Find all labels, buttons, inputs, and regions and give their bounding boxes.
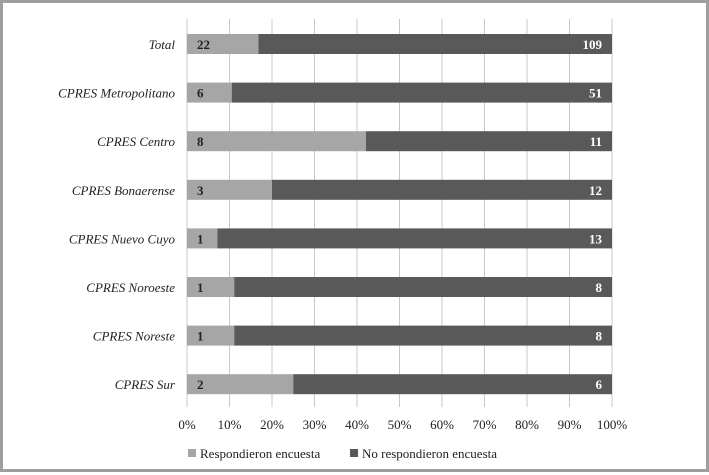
bar-segment [365, 131, 612, 152]
category-label: CPRES Centro [97, 134, 175, 149]
data-label: 22 [197, 37, 210, 52]
category-label: CPRES Metropolitano [58, 86, 175, 101]
category-label: CPRES Nuevo Cuyo [69, 231, 176, 246]
bar-segment [187, 179, 272, 200]
bar-segment [217, 228, 612, 249]
bar-segment [234, 277, 612, 297]
gridlines [186, 19, 613, 407]
data-label: 6 [197, 86, 204, 101]
data-label: 1 [197, 231, 204, 246]
x-tick-label: 50% [388, 417, 412, 432]
category-label: Total [149, 37, 176, 52]
data-label: 109 [583, 37, 603, 52]
legend-swatch [350, 449, 358, 457]
bar-segment [187, 82, 232, 103]
data-label: 51 [589, 86, 602, 101]
bar-segment [231, 82, 612, 103]
legend-label: Respondieron encuesta [200, 446, 320, 461]
data-label: 1 [197, 280, 204, 295]
bar-segment [293, 374, 612, 395]
x-tick-label: 60% [430, 417, 454, 432]
bar-segment [187, 34, 259, 54]
x-tick-label: 0% [178, 417, 196, 432]
category-label: CPRES Sur [115, 377, 176, 392]
legend-swatch [188, 449, 196, 457]
x-tick-label: 70% [473, 417, 497, 432]
x-tick-label: 90% [558, 417, 582, 432]
bar-segment [187, 374, 294, 395]
category-label: CPRES Noreste [93, 329, 175, 344]
x-tick-label: 20% [260, 417, 284, 432]
bar-segment [187, 325, 235, 346]
data-label: 2 [197, 377, 204, 392]
data-label: 3 [197, 183, 204, 198]
bars [187, 34, 612, 395]
stacked-bar-chart: 0% 10% 20% 30% 40% 50% 60% 70% 80% 90% 100% 22 109 To… [58, 19, 627, 461]
category-label: CPRES Noroeste [86, 280, 175, 295]
data-label: 6 [596, 377, 603, 392]
legend-label: No respondieron encuesta [362, 446, 497, 461]
data-label: 1 [197, 329, 204, 344]
bar-segment [272, 179, 612, 200]
bar-segment [187, 277, 235, 297]
labels: 0% 10% 20% 30% 40% 50% 60% 70% 80% 90% 100% 22 109 To… [58, 37, 627, 432]
data-label: 8 [596, 280, 603, 295]
data-label: 8 [197, 134, 204, 149]
x-tick-label: 100% [597, 417, 628, 432]
x-tick-label: 80% [515, 417, 539, 432]
bar-segment [187, 131, 366, 152]
bar-segment [258, 34, 612, 54]
data-label: 12 [589, 183, 602, 198]
category-label: CPRES Bonaerense [72, 183, 175, 198]
x-tick-label: 40% [345, 417, 369, 432]
bar-segment [234, 325, 612, 346]
data-label: 13 [589, 231, 603, 246]
x-tick-label: 10% [218, 417, 242, 432]
bar-segment [187, 228, 218, 249]
data-label: 11 [590, 134, 602, 149]
data-label: 8 [596, 329, 603, 344]
x-tick-label: 30% [303, 417, 327, 432]
legend: Respondieron encuesta No respondieron enc… [188, 446, 497, 461]
